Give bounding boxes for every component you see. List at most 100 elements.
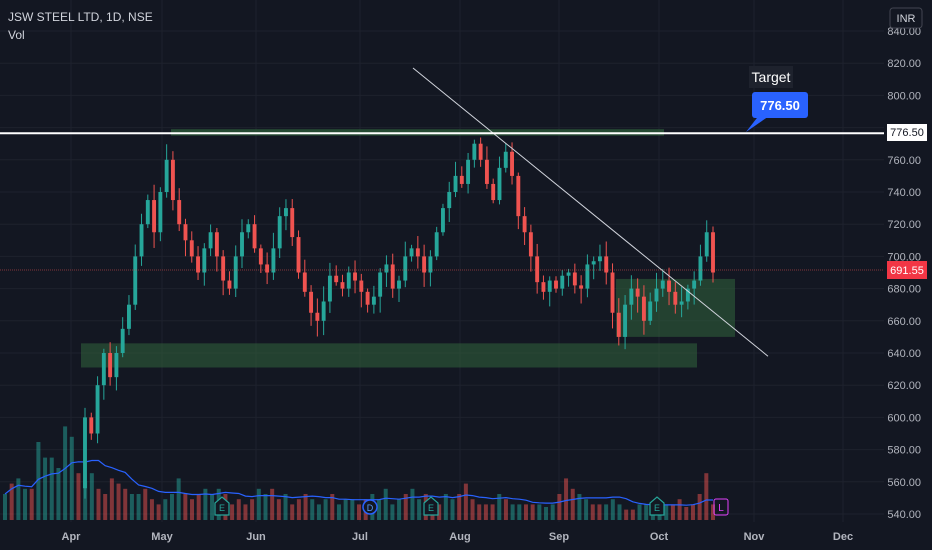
candle[interactable]	[258, 244, 263, 273]
candle[interactable]	[321, 286, 326, 336]
candle[interactable]	[572, 263, 577, 294]
candle[interactable]	[434, 226, 439, 261]
candle[interactable]	[441, 203, 445, 236]
price-axis[interactable]: 540.00 560.00 580.00 600.00 620.00 640.00 660.…	[887, 26, 921, 521]
candle[interactable]	[183, 218, 188, 257]
candle[interactable]	[403, 241, 408, 288]
candle[interactable]	[359, 273, 364, 308]
candle[interactable]	[635, 278, 640, 313]
candle[interactable]	[535, 243, 540, 294]
currency-box[interactable]	[889, 7, 923, 29]
candle[interactable]	[315, 298, 320, 337]
candle[interactable]	[208, 224, 213, 257]
candle[interactable]	[309, 285, 314, 326]
candle[interactable]	[390, 253, 395, 298]
candle[interactable]	[252, 215, 257, 253]
candle[interactable]	[585, 254, 590, 298]
candle[interactable]	[711, 226, 715, 283]
descending-trendline[interactable]	[412, 67, 769, 357]
candle[interactable]	[654, 272, 659, 312]
candle[interactable]	[541, 275, 546, 300]
candle[interactable]	[641, 285, 646, 335]
candle[interactable]	[560, 270, 565, 296]
candle[interactable]	[334, 265, 339, 286]
candle[interactable]	[522, 207, 527, 245]
candle[interactable]	[604, 241, 609, 285]
event-marker[interactable]: E	[423, 496, 439, 516]
candle[interactable]	[453, 161, 458, 198]
candle[interactable]	[673, 282, 678, 314]
candle[interactable]	[265, 252, 270, 285]
candle[interactable]	[692, 271, 697, 305]
candle[interactable]	[196, 246, 200, 280]
candle[interactable]	[547, 276, 552, 307]
candle[interactable]	[371, 285, 376, 314]
support-zone[interactable]	[81, 343, 697, 368]
candle[interactable]	[409, 244, 414, 262]
candle[interactable]	[610, 263, 615, 329]
candle[interactable]	[133, 244, 138, 310]
candle[interactable]	[660, 268, 665, 297]
candle[interactable]	[415, 236, 420, 269]
candle[interactable]	[503, 143, 508, 173]
candle[interactable]	[491, 178, 496, 204]
candle[interactable]	[648, 292, 653, 325]
candles[interactable]	[83, 137, 715, 499]
candle[interactable]	[240, 219, 244, 269]
candle[interactable]	[384, 255, 389, 287]
candle[interactable]	[447, 181, 452, 223]
candle[interactable]	[221, 250, 226, 296]
candle[interactable]	[484, 146, 489, 189]
candle[interactable]	[685, 284, 690, 310]
candle[interactable]	[397, 275, 401, 303]
candle[interactable]	[158, 187, 163, 242]
time-axis[interactable]: Apr May Jun Jul Aug Sep Oct Nov Dec	[62, 531, 854, 543]
candle[interactable]	[422, 244, 427, 287]
candle[interactable]	[296, 230, 301, 279]
candle[interactable]	[598, 244, 602, 271]
candle[interactable]	[667, 267, 671, 306]
candle[interactable]	[83, 407, 87, 499]
event-marker[interactable]: E	[649, 496, 665, 516]
candle[interactable]	[101, 348, 106, 400]
candle[interactable]	[378, 268, 383, 313]
candle[interactable]	[516, 172, 521, 230]
candle[interactable]	[127, 295, 131, 336]
latest-marker[interactable]: L	[713, 498, 729, 516]
candle[interactable]	[95, 376, 100, 444]
candle[interactable]	[528, 224, 533, 272]
candle[interactable]	[327, 262, 332, 313]
candle[interactable]	[704, 220, 709, 262]
candle[interactable]	[340, 274, 345, 297]
candle[interactable]	[497, 156, 502, 205]
candle[interactable]	[170, 151, 175, 211]
candle[interactable]	[428, 250, 433, 287]
candle[interactable]	[227, 271, 232, 295]
candle[interactable]	[177, 188, 182, 232]
candle[interactable]	[566, 268, 571, 287]
candle[interactable]	[591, 256, 596, 280]
candle[interactable]	[145, 194, 150, 229]
candle[interactable]	[579, 275, 584, 304]
candle[interactable]	[616, 298, 621, 346]
candle[interactable]	[139, 213, 144, 266]
candle[interactable]	[554, 276, 558, 293]
candle[interactable]	[302, 259, 307, 297]
candle[interactable]	[478, 137, 483, 167]
candle[interactable]	[202, 243, 207, 286]
event-marker[interactable]: D	[362, 499, 378, 515]
candle[interactable]	[290, 199, 295, 246]
candle[interactable]	[189, 231, 194, 263]
candle[interactable]	[284, 199, 288, 231]
candle[interactable]	[89, 412, 94, 440]
event-marker[interactable]: E	[214, 496, 230, 516]
target-annotation[interactable]: Target 776.50	[746, 66, 808, 132]
candle[interactable]	[114, 346, 119, 391]
candle[interactable]	[271, 232, 276, 280]
candle[interactable]	[277, 207, 282, 258]
candle[interactable]	[510, 142, 514, 185]
candle[interactable]	[353, 260, 357, 294]
candle[interactable]	[365, 288, 370, 313]
